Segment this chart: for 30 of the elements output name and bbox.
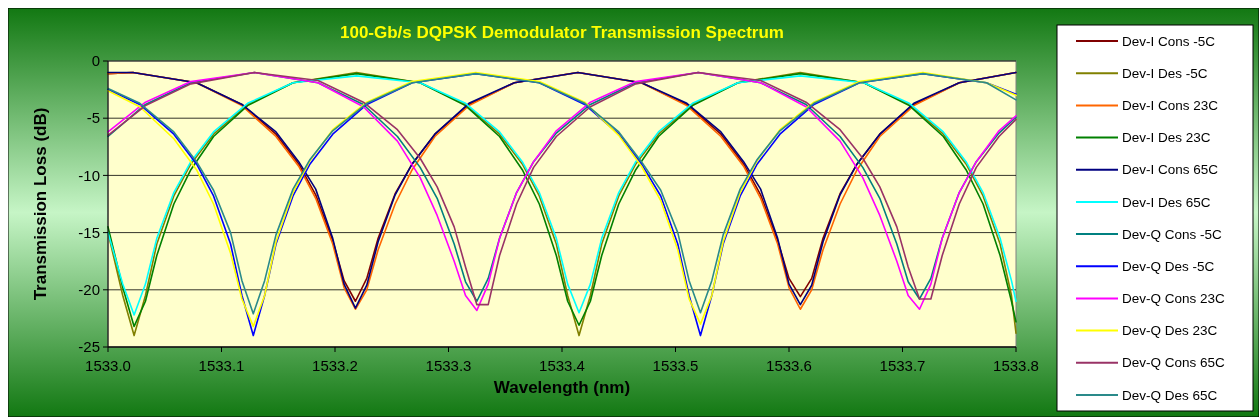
legend-label: Dev-I Cons -5C <box>1122 33 1216 49</box>
x-tick-label: 1533.3 <box>425 357 472 374</box>
legend-label: Dev-Q Cons 23C <box>1122 291 1226 307</box>
legend-label: Dev-Q Des 23C <box>1122 323 1218 339</box>
y-tick-label: 0 <box>91 52 100 70</box>
y-tick-label: -10 <box>78 166 100 184</box>
legend-label: Dev-I Des -5C <box>1122 65 1208 81</box>
legend-label: Dev-I Cons 23C <box>1122 98 1219 114</box>
legend-label: Dev-Q Des -5C <box>1122 258 1215 274</box>
y-tick-label: -5 <box>86 109 100 127</box>
x-tick-label: 1533.1 <box>198 357 245 374</box>
x-tick-label: 1533.5 <box>652 357 699 374</box>
x-tick-label: 1533.4 <box>539 357 585 374</box>
x-axis-title: Wavelength (nm) <box>493 378 631 397</box>
x-tick-label: 1533.8 <box>993 357 1039 374</box>
legend-label: Dev-I Des 23C <box>1122 130 1211 146</box>
chart-title: 100-Gb/s DQPSK Demodulator Transmission Spectrum <box>339 23 785 42</box>
legend-label: Dev-Q Cons 65C <box>1122 355 1226 371</box>
x-tick-label: 1533.0 <box>85 357 131 374</box>
x-tick-label: 1533.2 <box>312 357 358 374</box>
y-tick-label: -15 <box>78 223 100 241</box>
y-axis-title: Transmission Loss (dB) <box>31 107 50 301</box>
y-tick-label: -25 <box>78 338 100 356</box>
y-tick-label: -20 <box>78 281 100 299</box>
x-tick-label: 1533.6 <box>766 357 812 374</box>
x-tick-label: 1533.7 <box>879 357 926 374</box>
legend-label: Dev-Q Des 65C <box>1122 387 1218 403</box>
legend-label: Dev-I Cons 65C <box>1122 162 1219 178</box>
legend-label: Dev-Q Cons -5C <box>1122 226 1223 242</box>
legend-label: Dev-I Des 65C <box>1122 194 1211 210</box>
